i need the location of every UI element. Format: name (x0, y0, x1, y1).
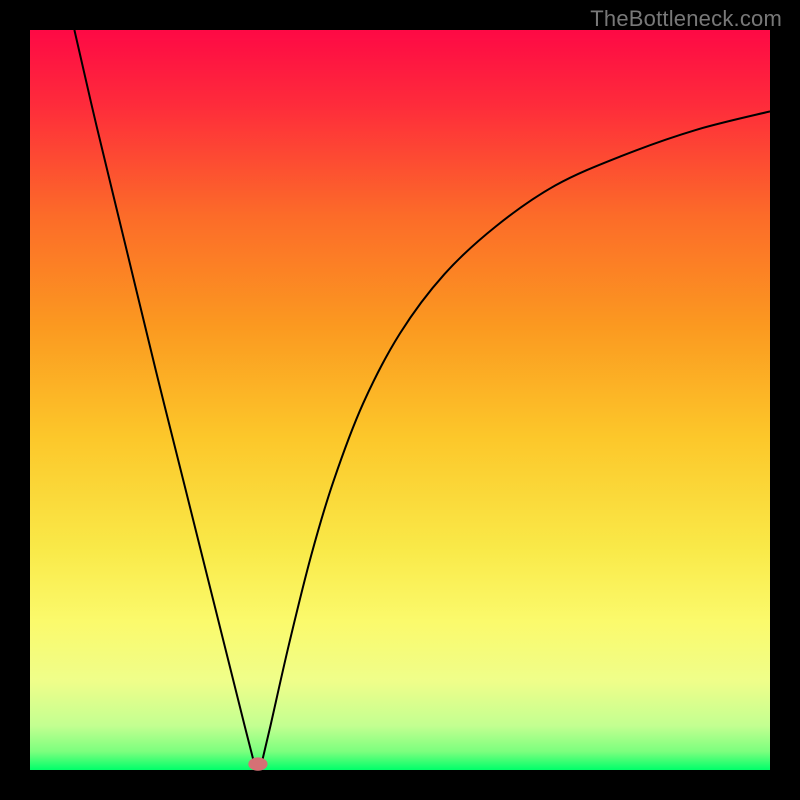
curve-left-branch (74, 30, 254, 763)
watermark-text: TheBottleneck.com (590, 6, 782, 32)
curve-right-branch (262, 111, 770, 763)
bottleneck-curve-svg (30, 30, 770, 770)
chart-container: TheBottleneck.com (0, 0, 800, 800)
minimum-marker (248, 757, 267, 770)
plot-area (30, 30, 770, 770)
